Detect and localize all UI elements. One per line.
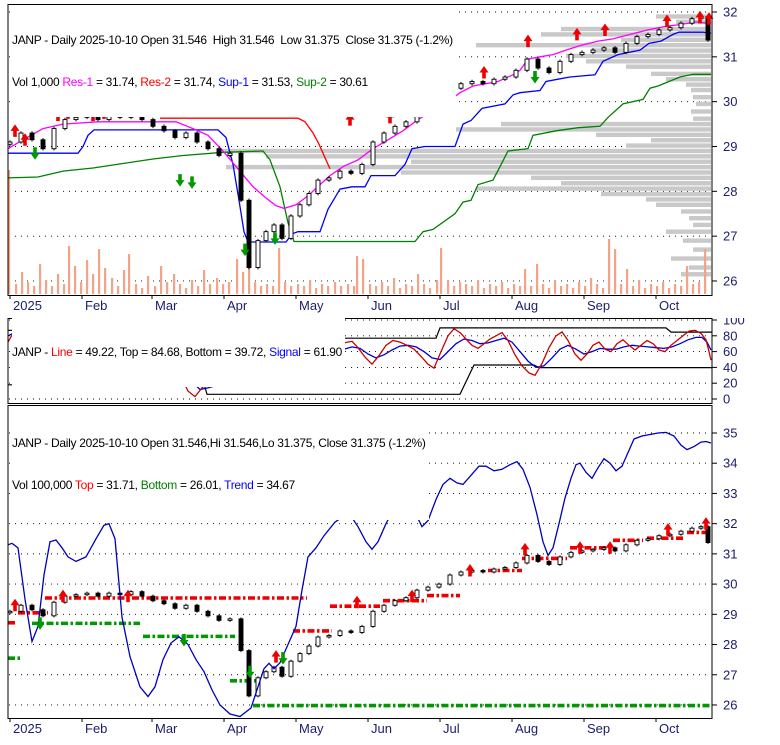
svg-text:Sep: Sep <box>587 298 610 313</box>
price-panel-indicator-values: Vol 1,000 Res-1 = 31.74, Res-2 = 31.74, … <box>12 75 453 89</box>
svg-text:Oct: Oct <box>659 298 680 313</box>
svg-text:Jul: Jul <box>443 298 460 313</box>
svg-text:27: 27 <box>723 229 737 244</box>
svg-text:Mar: Mar <box>155 721 178 736</box>
svg-text:Jun: Jun <box>371 298 392 313</box>
price-panel-chart: 26 27 28 29 30 31 32 2025 Feb Mar Apr May Jun Jul Aug S… <box>7 4 737 313</box>
title-segment: Top <box>74 478 94 492</box>
svg-text:34: 34 <box>723 456 737 471</box>
svg-text:30: 30 <box>723 94 737 109</box>
title-segment: Bottom <box>140 478 178 492</box>
svg-text:31: 31 <box>723 546 737 561</box>
title-segment: = 61.90 <box>300 345 343 359</box>
svg-text:0: 0 <box>723 392 730 405</box>
svg-text:29: 29 <box>723 607 737 622</box>
svg-text:40: 40 <box>723 360 737 375</box>
svg-text:35: 35 <box>723 426 737 441</box>
svg-text:28: 28 <box>723 184 737 199</box>
title-segment: JANP - <box>12 345 52 359</box>
title-segment: Signal <box>269 345 301 359</box>
svg-text:30: 30 <box>723 577 737 592</box>
svg-text:100: 100 <box>723 318 745 328</box>
svg-text:Feb: Feb <box>85 721 107 736</box>
title-segment: Line <box>51 345 73 359</box>
svg-text:28: 28 <box>723 637 737 652</box>
svg-text:Jul: Jul <box>443 721 460 736</box>
title-segment: = 34.67 <box>253 478 296 492</box>
svg-text:Feb: Feb <box>85 298 107 313</box>
title-segment: = 31.71, <box>93 478 141 492</box>
svg-text:Sep: Sep <box>587 721 610 736</box>
title-segment: = 26.01, <box>176 478 225 492</box>
svg-text:32: 32 <box>723 516 737 531</box>
svg-text:Jun: Jun <box>371 721 392 736</box>
title-segment: Sup-2 <box>296 75 327 89</box>
title-segment: Vol 1,000 <box>12 75 63 89</box>
title-segment: = 31.74, <box>92 75 141 89</box>
svg-text:27: 27 <box>723 667 737 682</box>
svg-text:32: 32 <box>723 5 737 20</box>
svg-text:60: 60 <box>723 344 737 359</box>
svg-text:31: 31 <box>723 49 737 64</box>
svg-text:26: 26 <box>723 697 737 712</box>
svg-text:Aug: Aug <box>515 721 538 736</box>
oscillator-panel-title: JANP - Line = 49.22, Top = 84.68, Bottom… <box>12 345 342 359</box>
title-segment: Res-1 <box>62 75 93 89</box>
svg-text:May: May <box>299 721 324 736</box>
svg-text:29: 29 <box>723 139 737 154</box>
svg-text:Apr: Apr <box>227 721 248 736</box>
price-panel-title: JANP - Daily 2025-10-10 Open 31.546 High… <box>12 33 453 47</box>
title-segment: JANP - Daily 2025-10-10 Open 31.546,Hi 3… <box>12 436 426 450</box>
title-segment: = 31.74, <box>170 75 219 89</box>
svg-text:Apr: Apr <box>227 298 248 313</box>
trend-panel-indicator-values: Vol 100,000 Top = 31.71, Bottom = 26.01,… <box>12 478 426 492</box>
svg-text:Oct: Oct <box>659 721 680 736</box>
svg-text:20: 20 <box>723 376 737 391</box>
svg-text:Mar: Mar <box>155 298 178 313</box>
title-segment: Res-2 <box>140 75 171 89</box>
svg-text:33: 33 <box>723 486 737 501</box>
price-panel-header: JANP - Daily 2025-10-10 Open 31.546 High… <box>12 5 456 117</box>
svg-text:2025: 2025 <box>13 721 42 736</box>
oscillator-panel-header: JANP - Line = 49.22, Top = 84.68, Bottom… <box>12 317 345 387</box>
title-segment: = 31.53, <box>248 75 297 89</box>
trend-panel-chart: 26 27 28 29 30 31 32 33 34 35 2025 Feb Mar Apr May Jun J… <box>7 405 737 736</box>
title-segment: Vol 100,000 <box>12 478 75 492</box>
title-segment: Trend <box>224 478 254 492</box>
svg-text:Aug: Aug <box>515 298 538 313</box>
svg-text:May: May <box>299 298 324 313</box>
svg-text:80: 80 <box>723 328 737 343</box>
title-segment: JANP - Daily 2025-10-10 Open 31.546 High… <box>12 33 453 47</box>
title-segment: = 30.61 <box>326 75 369 89</box>
title-segment: = 49.22, Top = 84.68, Bottom = 39.72, <box>72 345 270 359</box>
trend-panel-title: JANP - Daily 2025-10-10 Open 31.546,Hi 3… <box>12 436 426 450</box>
svg-text:2025: 2025 <box>13 298 42 313</box>
title-segment: Sup-1 <box>218 75 249 89</box>
svg-text:26: 26 <box>723 273 737 288</box>
trend-panel-header: JANP - Daily 2025-10-10 Open 31.546,Hi 3… <box>12 408 429 520</box>
